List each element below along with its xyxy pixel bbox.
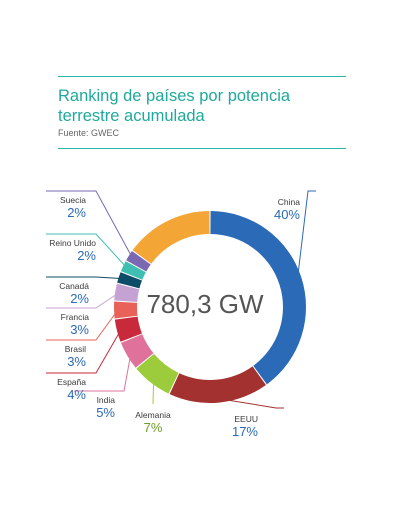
leader-alemania [152,379,155,405]
chart-source: Fuente: GWEC [58,128,120,138]
donut-slices [114,211,307,403]
label-name-reino-unido: Reino Unido [49,238,96,248]
label-name-espa-a: España [57,377,86,387]
leader-canad- [46,276,123,280]
label-leaders [46,190,316,409]
label-name-alemania: Alemania [135,410,171,420]
slice-suecia [126,251,151,272]
leader-china [297,190,316,279]
slice-brasil [114,301,138,319]
label-name-canad-: Canadá [59,281,89,291]
label-name-francia: Francia [61,312,90,322]
slice-espa-a [114,316,142,342]
donut-center-total: 780,3 GW [146,289,264,319]
label-name-india: India [97,395,116,405]
slice-canad- [117,272,142,289]
label-pct-eeuu: 17% [232,424,258,439]
label-pct-espa-a: 4% [67,387,86,402]
leader-brasil [46,309,119,341]
slice-eeuu [169,366,266,403]
label-pct-india: 5% [96,405,115,420]
leader-reino-unido [46,233,128,269]
slice-alemania [136,353,179,394]
slice-china [210,211,307,385]
leader-eeuu [218,398,284,409]
chart-title-line1: Ranking de países por potencia [58,87,291,105]
label-pct-suecia: 2% [67,205,86,220]
slice-francia [114,283,140,302]
label-pct-canad-: 2% [70,291,89,306]
label-pct-alemania: 7% [144,420,163,435]
bottom-rule [58,148,346,149]
top-rule [58,76,346,77]
slice-reino-unido [120,261,146,280]
slice-resto [132,211,210,264]
label-name-eeuu: EEUU [234,414,258,424]
slice-india [120,334,154,368]
label-pct-brasil: 3% [67,354,86,369]
leader-francia [46,292,120,309]
label-name-china: China [278,197,300,207]
leader-espa-a [46,329,122,374]
label-pct-francia: 3% [70,322,89,337]
leader-suecia [46,190,133,258]
label-name-suecia: Suecia [60,195,86,205]
leader-india [74,353,132,392]
chart-title: Ranking de países por potencia terrestre… [58,86,348,126]
label-name-brasil: Brasil [65,344,86,354]
label-pct-reino-unido: 2% [77,248,96,263]
chart-title-line2: terrestre acumulada [58,107,205,125]
label-pct-china: 40% [274,207,300,222]
